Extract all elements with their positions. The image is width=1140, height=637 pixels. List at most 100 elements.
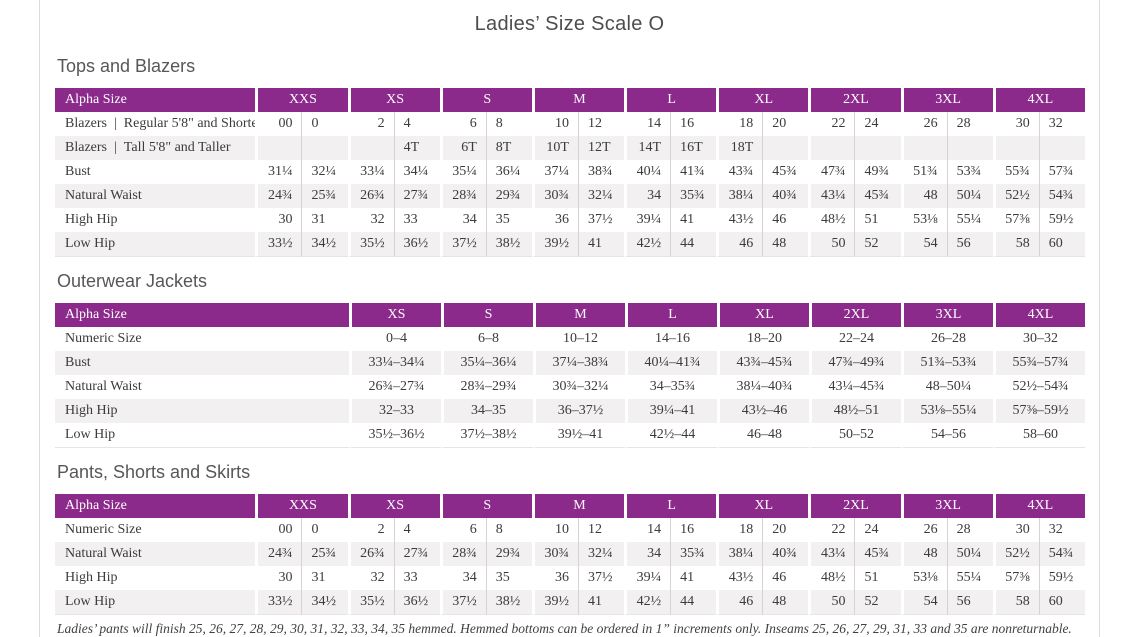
- table-cell: 55¼: [946, 208, 993, 232]
- table-cell: 30: [992, 112, 1039, 136]
- table-cell: 20: [762, 518, 808, 542]
- table-cell: 31¼: [255, 160, 301, 184]
- table-container: Alpha Size XXS XS S M L XL 2XL 3XL 4XL Numeric Siz…: [55, 494, 1085, 615]
- table-cell: 12T: [577, 136, 625, 160]
- table-cell: 26: [900, 518, 947, 542]
- row-label: Numeric Size: [65, 522, 142, 537]
- table-cell: 48: [762, 232, 809, 257]
- table-cell: 37¼: [531, 160, 578, 184]
- table-cell: 16: [670, 112, 716, 136]
- column-header: L: [624, 494, 717, 518]
- table-cell: 48½: [808, 208, 854, 232]
- table-cell: 10–12: [533, 327, 625, 351]
- table-cell: 45¾: [762, 160, 808, 184]
- table-cell: 37½: [439, 590, 486, 615]
- column-header: 4XL: [992, 88, 1085, 112]
- table-row: Natural Waist 26¾–27¾ 28¾–29¾ 30¾–32¼ 34–35¾…: [55, 375, 1085, 399]
- table-cell: 39¼: [624, 566, 670, 590]
- table-cell: 32–33: [349, 399, 441, 423]
- table-cell: 14–16: [625, 327, 717, 351]
- table-cell: 41: [670, 566, 716, 590]
- table-cell: 0: [301, 112, 347, 136]
- table-cell: 28: [946, 112, 993, 136]
- column-header: 2XL: [808, 494, 901, 518]
- column-header: M: [531, 88, 625, 112]
- table-row: Low Hip 33½ 34½ 35½ 36½ 37½ 38½ 39½ 41 42½ 44 46 48 5…: [55, 232, 1085, 257]
- table-cell: 33¼–34¼: [349, 351, 441, 375]
- table-cell: 37½: [577, 208, 624, 232]
- table-cell: 48½: [808, 566, 854, 590]
- row-label: High Hip: [65, 570, 118, 585]
- table-cell: 16: [670, 518, 716, 542]
- table-cell: 46–48: [717, 423, 809, 448]
- table-row: Low Hip 33½ 34½ 35½ 36½ 37½ 38½ 39½ 41 42½ 44 46 48 5…: [55, 590, 1085, 615]
- table-cell: 52½: [992, 184, 1039, 208]
- column-header: XS: [349, 303, 441, 327]
- table-cell: 30: [255, 208, 301, 232]
- table-cell: 2: [347, 518, 394, 542]
- table-cell: 37½: [439, 232, 486, 257]
- table-cell: 36½: [393, 232, 440, 257]
- table-header: Alpha Size XS S M L XL 2XL 3XL 4XL: [55, 303, 1085, 327]
- table-cell: 31: [301, 208, 347, 232]
- row-label: Natural Waist: [55, 542, 256, 566]
- table-cell: 43¼: [808, 542, 855, 566]
- table-cell: 56: [946, 232, 993, 257]
- table-row: Blazers | Regular 5'8" and Shorter 00 0 2 4 6…: [55, 112, 1085, 136]
- table-cell: 41¾: [670, 160, 716, 184]
- table-cell: 36¼: [485, 160, 532, 184]
- table-cell: 4T: [393, 136, 440, 160]
- table-cell: 45¾: [854, 184, 901, 208]
- table-header-label: Alpha Size: [55, 303, 349, 327]
- table-cell: 14: [624, 112, 670, 136]
- table-cell: 35½–36½: [349, 423, 441, 448]
- table-cell: 51: [854, 566, 900, 590]
- table-cell: 32¼: [301, 160, 347, 184]
- table-cell: 41: [577, 590, 625, 615]
- table-cell: 33: [393, 566, 440, 590]
- table-cell: 52: [854, 232, 901, 257]
- table-cell: 24¾: [255, 542, 302, 566]
- table-cell: 24: [854, 112, 900, 136]
- table-cell: [946, 136, 993, 160]
- table-cell: [255, 136, 302, 160]
- table-cell: 39½: [531, 232, 578, 257]
- column-header: L: [625, 303, 717, 327]
- table-cell: 38½: [485, 232, 532, 257]
- table-cell: 00: [255, 112, 301, 136]
- table-cell: 35¾: [670, 184, 717, 208]
- table-cell: 28: [946, 518, 993, 542]
- row-label: High Hip: [55, 399, 349, 423]
- column-header: 4XL: [993, 303, 1085, 327]
- table-cell: 32: [1038, 518, 1085, 542]
- table-cell: 25¾: [301, 542, 348, 566]
- table-cell: 35¼: [439, 160, 486, 184]
- table-cell: 12: [577, 518, 624, 542]
- column-header: 3XL: [900, 88, 993, 112]
- footnote: Ladies’ pants will finish 25, 26, 27, 28…: [57, 621, 1072, 636]
- table-cell: 32: [347, 208, 394, 232]
- table-cell: 43¼: [808, 184, 855, 208]
- row-label: Low Hip: [55, 423, 349, 448]
- table-cell: 35¼–36¼: [441, 351, 533, 375]
- column-header: 3XL: [901, 303, 993, 327]
- table-cell: 31: [301, 566, 347, 590]
- table-container: Alpha Size XS S M L XL 2XL 3XL 4XL Numeric Size 0–…: [55, 303, 1085, 448]
- table-cell: 60: [1038, 232, 1085, 257]
- table-cell: 10: [531, 112, 578, 136]
- table-cell: [854, 136, 901, 160]
- table-cell: 43½: [716, 566, 762, 590]
- table-cell: 26: [900, 112, 947, 136]
- table-cell: [900, 136, 947, 160]
- table-cell: 40¾: [762, 184, 809, 208]
- table-row: Natural Waist 24¾ 25¾ 26¾ 27¾ 28¾ 29¾ 30¾ 32¼ 34 3…: [55, 542, 1085, 566]
- table-cell: 42½–44: [625, 423, 717, 448]
- table-cell: 38¼–40¾: [717, 375, 809, 399]
- table-cell: 52½–54¾: [993, 375, 1085, 399]
- section-pants-shorts-skirts: Pants, Shorts and Skirts Alpha Size XXS XS…: [55, 462, 1085, 615]
- table-cell: 34: [624, 184, 671, 208]
- table-cell: 22–24: [809, 327, 901, 351]
- table-cell: 41: [577, 232, 625, 257]
- table-cell: 28¾–29¾: [441, 375, 533, 399]
- table-cell: 54¾: [1038, 542, 1085, 566]
